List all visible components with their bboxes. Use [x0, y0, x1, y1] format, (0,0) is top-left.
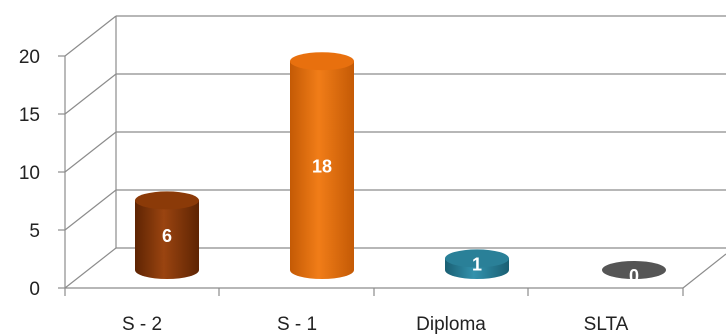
bar-series: 6 18 1 0	[135, 52, 666, 286]
x-tick-label: S - 1	[277, 314, 317, 335]
bar-body	[135, 200, 199, 279]
grid-line	[64, 73, 117, 115]
x-tick-label: Diploma	[416, 314, 486, 335]
data-label: 1	[472, 254, 482, 274]
x-tick-label: SLTA	[584, 314, 629, 335]
bar-body	[290, 61, 354, 280]
y-axis: 0 5 10 15 20	[19, 47, 66, 300]
data-label: 0	[629, 266, 639, 286]
data-label: 18	[312, 157, 332, 177]
y-tick-label: 15	[19, 105, 40, 126]
bar-s-1: 18	[290, 52, 354, 280]
grid-line	[64, 15, 117, 57]
plot-grid	[64, 15, 726, 289]
y-tick-label: 20	[19, 47, 40, 68]
x-axis: S - 2 S - 1 Diploma SLTA	[64, 287, 684, 335]
grid-line	[64, 247, 117, 289]
bar-s-2: 6	[135, 191, 199, 279]
bar-top	[290, 52, 354, 71]
floor-right-edge	[682, 253, 726, 289]
y-tick-label: 10	[19, 163, 40, 184]
bar-top	[602, 261, 666, 279]
bar-slta: 0	[602, 261, 666, 286]
bar-top	[445, 249, 509, 268]
x-tick-label: S - 2	[122, 314, 162, 335]
bar-top	[135, 191, 199, 210]
grid-line	[64, 131, 117, 173]
y-tick-label: 0	[29, 279, 40, 300]
bar-diploma: 1	[445, 249, 509, 279]
grid-line	[64, 189, 117, 231]
data-label: 6	[162, 226, 172, 246]
y-tick-label: 5	[29, 221, 40, 242]
